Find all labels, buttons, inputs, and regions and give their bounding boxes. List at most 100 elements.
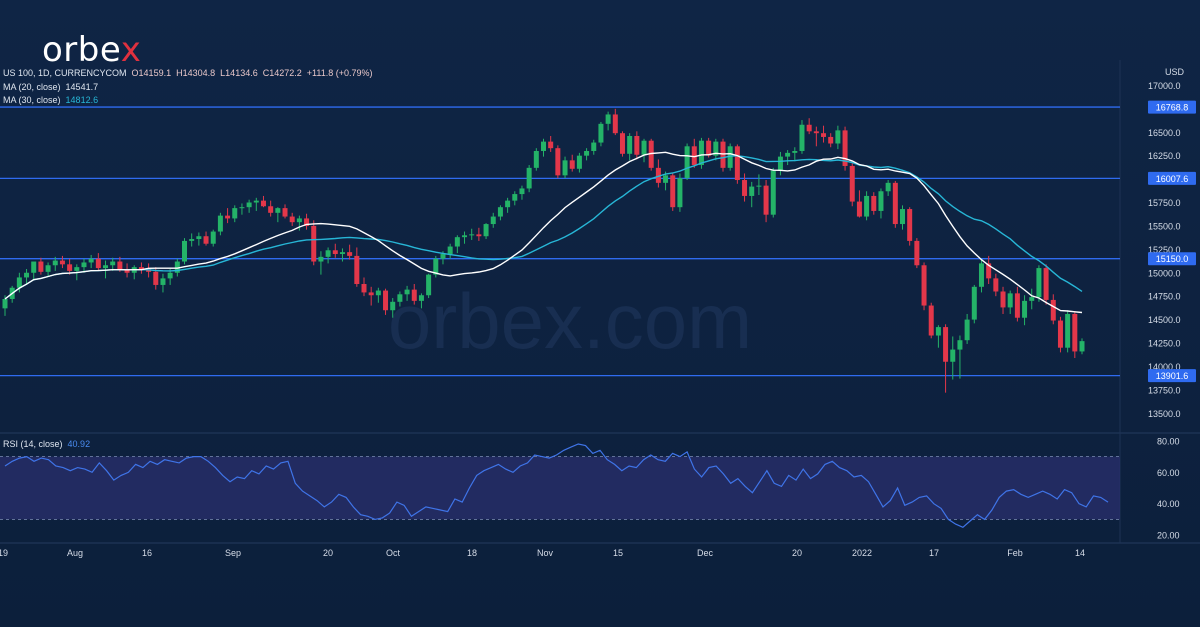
candle-body <box>304 218 310 226</box>
candle-body <box>462 235 468 238</box>
time-tick-label: 2022 <box>852 548 872 558</box>
time-tick-label: Feb <box>1007 548 1023 558</box>
candle-body <box>864 195 870 217</box>
candle-body <box>569 160 575 169</box>
candle-body <box>1000 291 1006 308</box>
close-value: C14272.2 <box>262 68 302 78</box>
candle-body <box>957 340 963 350</box>
rsi-tick-label: 80.00 <box>1157 436 1180 446</box>
candle-body <box>253 200 259 203</box>
logo-x: x <box>120 30 142 70</box>
candle-body <box>541 141 546 151</box>
candle-body <box>124 269 130 273</box>
open-value: O14159.1 <box>131 68 172 78</box>
candle-body <box>828 136 834 144</box>
candle-body <box>404 289 410 295</box>
candle-body <box>138 267 144 270</box>
candle-body <box>383 290 389 311</box>
candle-body <box>871 195 877 211</box>
candle-body <box>117 261 123 270</box>
candle-body <box>892 182 898 225</box>
candle-body <box>1022 300 1028 318</box>
candle-body <box>842 130 848 166</box>
candle-body <box>720 141 726 168</box>
candle-body <box>153 271 159 285</box>
candle-body <box>878 191 884 211</box>
candle-body <box>777 156 783 171</box>
candle-body <box>196 236 202 240</box>
time-tick-label: 16 <box>142 548 152 558</box>
candle-body <box>562 160 568 176</box>
ma30-line <box>4 155 1083 300</box>
candle-body <box>2 298 8 309</box>
candle-body <box>239 207 245 209</box>
change-value: +111.8 (+0.79%) <box>306 68 373 78</box>
candle-body <box>1079 341 1085 352</box>
currency-label: USD <box>1165 67 1185 77</box>
candle-body <box>16 277 22 288</box>
candle-body <box>67 264 73 271</box>
price-tick-label: 15250.0 <box>1148 245 1181 255</box>
candle-body <box>217 215 223 232</box>
rsi-tick-label: 20.00 <box>1157 531 1180 541</box>
price-tick-label: 16250.0 <box>1148 151 1181 161</box>
candle-body <box>45 265 51 272</box>
rsi-tick-label: 40.00 <box>1157 499 1180 509</box>
ma20-legend[interactable]: MA (20, close) 14541.7 <box>3 82 98 92</box>
time-tick-label: Nov <box>537 548 554 558</box>
candle-body <box>174 261 180 273</box>
candle-body <box>103 265 109 269</box>
candle-body <box>756 185 762 187</box>
candle-body <box>52 260 58 266</box>
candle-body <box>655 167 661 183</box>
candle-body <box>1050 299 1056 321</box>
ma30-legend[interactable]: MA (30, close) 14812.6 <box>3 95 98 105</box>
candle-body <box>512 194 518 201</box>
candle-body <box>182 240 187 262</box>
candle-body <box>361 284 367 293</box>
time-tick-label: 20 <box>323 548 333 558</box>
candle-body <box>971 286 977 320</box>
symbol-legend[interactable]: US 100, 1D, CURRENCYCOM O14159.1 H14304.… <box>3 68 373 78</box>
candle-body <box>835 130 841 144</box>
candle-body <box>1007 293 1013 308</box>
candle-body <box>160 278 166 285</box>
candle-body <box>663 175 669 183</box>
time-tick-label: 20 <box>792 548 802 558</box>
brand-logo: orbex <box>42 30 141 70</box>
level-tag <box>1148 252 1196 266</box>
candle-body <box>289 216 295 223</box>
rsi-line <box>4 443 1109 529</box>
candle-body <box>296 218 302 223</box>
candle-body <box>282 208 288 217</box>
ma20-value: 14541.7 <box>65 82 99 92</box>
candle-body <box>354 255 360 284</box>
rsi-band <box>0 456 1120 520</box>
price-tick-label: 13750.0 <box>1148 385 1181 395</box>
level-label: 16768.8 <box>1156 103 1189 113</box>
candle-body <box>612 114 618 134</box>
rsi-value: 40.92 <box>67 439 91 449</box>
candle-body <box>598 123 604 143</box>
candle-body <box>950 349 956 362</box>
candle-body <box>59 260 65 265</box>
candle-body <box>821 133 827 137</box>
candle-body <box>339 252 345 255</box>
candle-body <box>225 215 231 219</box>
candle-body <box>88 258 94 263</box>
candle-body <box>627 136 633 154</box>
candle-body <box>943 327 949 362</box>
rsi-legend[interactable]: RSI (14, close) 40.92 <box>3 439 90 449</box>
candle-body <box>418 295 424 301</box>
price-tick-label: 16500.0 <box>1148 128 1181 138</box>
candle-body <box>935 327 941 336</box>
candle-body <box>914 240 920 266</box>
candle-body <box>641 140 647 155</box>
candle-body <box>584 150 590 156</box>
ma30-label: MA (30, close) <box>3 95 61 105</box>
candle-body <box>706 140 712 156</box>
logo-text: orbe <box>42 30 121 70</box>
candle-body <box>813 131 819 134</box>
candle-body <box>1043 268 1049 300</box>
